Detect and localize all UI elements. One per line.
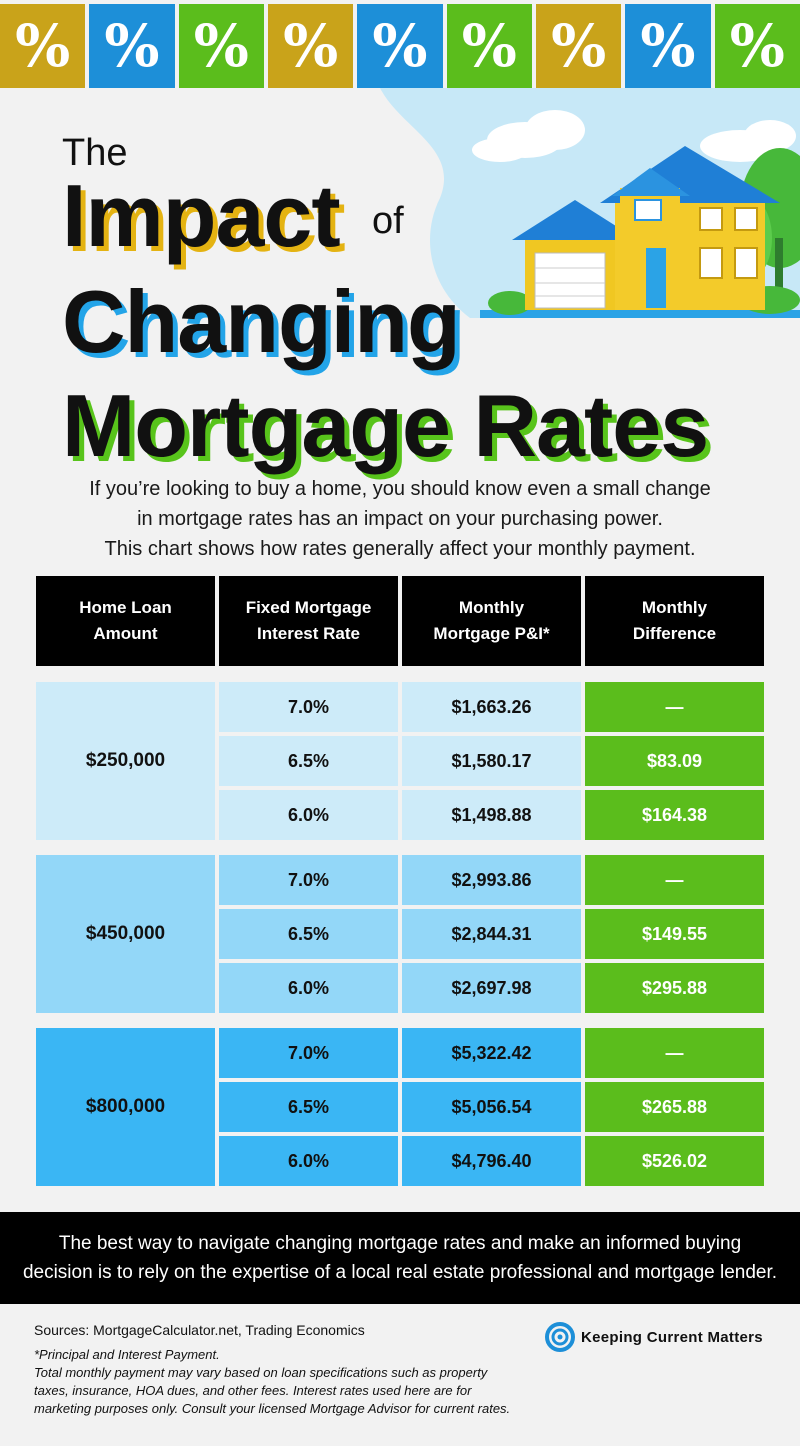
header-loan-amount: Home Loan Amount <box>36 576 215 666</box>
brand-name: Keeping Current Matters <box>581 1328 763 1346</box>
payment-cell: $1,580.17 <box>402 736 581 786</box>
loan-group-450k: $450,000 7.0% $2,993.86 — 6.5% $2,844.31… <box>36 855 764 1013</box>
percent-tile: % <box>535 4 622 88</box>
house-scene-icon <box>380 88 800 318</box>
loan-group-800k: $800,000 7.0% $5,322.42 — 6.5% $5,056.54… <box>36 1028 764 1186</box>
percent-tile: % <box>89 4 175 88</box>
rate-cell: 6.5% <box>219 909 398 959</box>
rate-cell: 6.5% <box>219 736 398 786</box>
rate-cell: 7.0% <box>219 1028 398 1078</box>
table-row: 6.0% $4,796.40 $526.02 <box>219 1136 764 1186</box>
payment-cell: $1,498.88 <box>402 790 581 840</box>
difference-cell: $164.38 <box>585 790 764 840</box>
footnotes: *Principal and Interest Payment. Total m… <box>34 1346 594 1418</box>
table-row: 6.0% $1,498.88 $164.38 <box>219 790 764 840</box>
table-row: 7.0% $1,663.26 — <box>219 682 764 732</box>
payment-cell: $2,697.98 <box>402 963 581 1013</box>
title-changing: Changing <box>62 272 461 371</box>
footnote-line: marketing purposes only. Consult your li… <box>34 1401 511 1416</box>
header-interest-rate: Fixed Mortgage Interest Rate <box>219 576 398 666</box>
hero-illustration <box>0 88 800 448</box>
table-row: 6.5% $1,580.17 $83.09 <box>219 736 764 786</box>
payment-cell: $5,056.54 <box>402 1082 581 1132</box>
title-of: of <box>372 200 404 242</box>
percent-tile: % <box>178 4 264 88</box>
difference-cell: — <box>585 1028 764 1078</box>
percent-tile: % <box>267 4 354 88</box>
payment-cell: $4,796.40 <box>402 1136 581 1186</box>
rate-cell: 6.0% <box>219 1136 398 1186</box>
loan-amount-cell: $450,000 <box>36 855 215 1013</box>
difference-cell: $149.55 <box>585 909 764 959</box>
table-row: 6.0% $2,697.98 $295.88 <box>219 963 764 1013</box>
table-row: 6.5% $2,844.31 $149.55 <box>219 909 764 959</box>
difference-cell: — <box>585 682 764 732</box>
percent-tile: % <box>357 4 443 88</box>
percent-tile: % <box>714 4 800 88</box>
header-monthly-payment: Monthly Mortgage P&I* <box>402 576 581 666</box>
loan-amount-cell: $250,000 <box>36 682 215 840</box>
percent-tile: % <box>625 4 711 88</box>
title-the: The <box>62 132 128 174</box>
rate-cell: 6.0% <box>219 963 398 1013</box>
table-row: 7.0% $2,993.86 — <box>219 855 764 905</box>
table-row: 6.5% $5,056.54 $265.88 <box>219 1082 764 1132</box>
intro-line: If you’re looking to buy a home, you sho… <box>89 478 711 500</box>
payment-cell: $5,322.42 <box>402 1028 581 1078</box>
intro-line: This chart shows how rates generally aff… <box>104 538 696 560</box>
rate-cell: 7.0% <box>219 682 398 732</box>
loan-group-250k: $250,000 7.0% $1,663.26 — 6.5% $1,580.17… <box>36 682 764 840</box>
table-header: Home Loan Amount Fixed Mortgage Interest R… <box>36 576 764 666</box>
difference-cell: $526.02 <box>585 1136 764 1186</box>
payment-cell: $2,844.31 <box>402 909 581 959</box>
rate-cell: 7.0% <box>219 855 398 905</box>
difference-cell: $265.88 <box>585 1082 764 1132</box>
brand-logo: Keeping Current Matters <box>545 1322 763 1352</box>
difference-cell: $83.09 <box>585 736 764 786</box>
footnote-line: *Principal and Interest Payment. <box>34 1347 220 1362</box>
loan-amount-cell: $800,000 <box>36 1028 215 1186</box>
payment-cell: $1,663.26 <box>402 682 581 732</box>
banner-line: decision is to rely on the expertise of … <box>22 1262 778 1283</box>
difference-cell: — <box>585 855 764 905</box>
footnote-line: Total monthly payment may vary based on … <box>34 1365 488 1380</box>
footnote-line: taxes, insurance, HOA dues, and other fe… <box>34 1383 472 1398</box>
difference-cell: $295.88 <box>585 963 764 1013</box>
intro-text: If you’re looking to buy a home, you sho… <box>0 474 800 564</box>
rate-cell: 6.0% <box>219 790 398 840</box>
intro-line: in mortgage rates has an impact on your … <box>137 508 663 530</box>
payment-cell: $2,993.86 <box>402 855 581 905</box>
percent-tiles: % % % % % % % % % <box>0 0 800 88</box>
percent-tile: % <box>0 4 86 88</box>
table-row: 7.0% $5,322.42 — <box>219 1028 764 1078</box>
kcm-swirl-icon <box>545 1322 575 1352</box>
banner-line: The best way to navigate changing mortga… <box>58 1233 742 1254</box>
advice-banner: The best way to navigate changing mortga… <box>0 1212 800 1304</box>
header-monthly-difference: Monthly Difference <box>585 576 764 666</box>
title-impact: Impact <box>62 166 341 265</box>
title-mortgage-rates: Mortgage Rates <box>62 376 709 475</box>
percent-tile: % <box>446 4 532 88</box>
rate-cell: 6.5% <box>219 1082 398 1132</box>
sources-text: Sources: MortgageCalculator.net, Trading… <box>34 1322 365 1338</box>
